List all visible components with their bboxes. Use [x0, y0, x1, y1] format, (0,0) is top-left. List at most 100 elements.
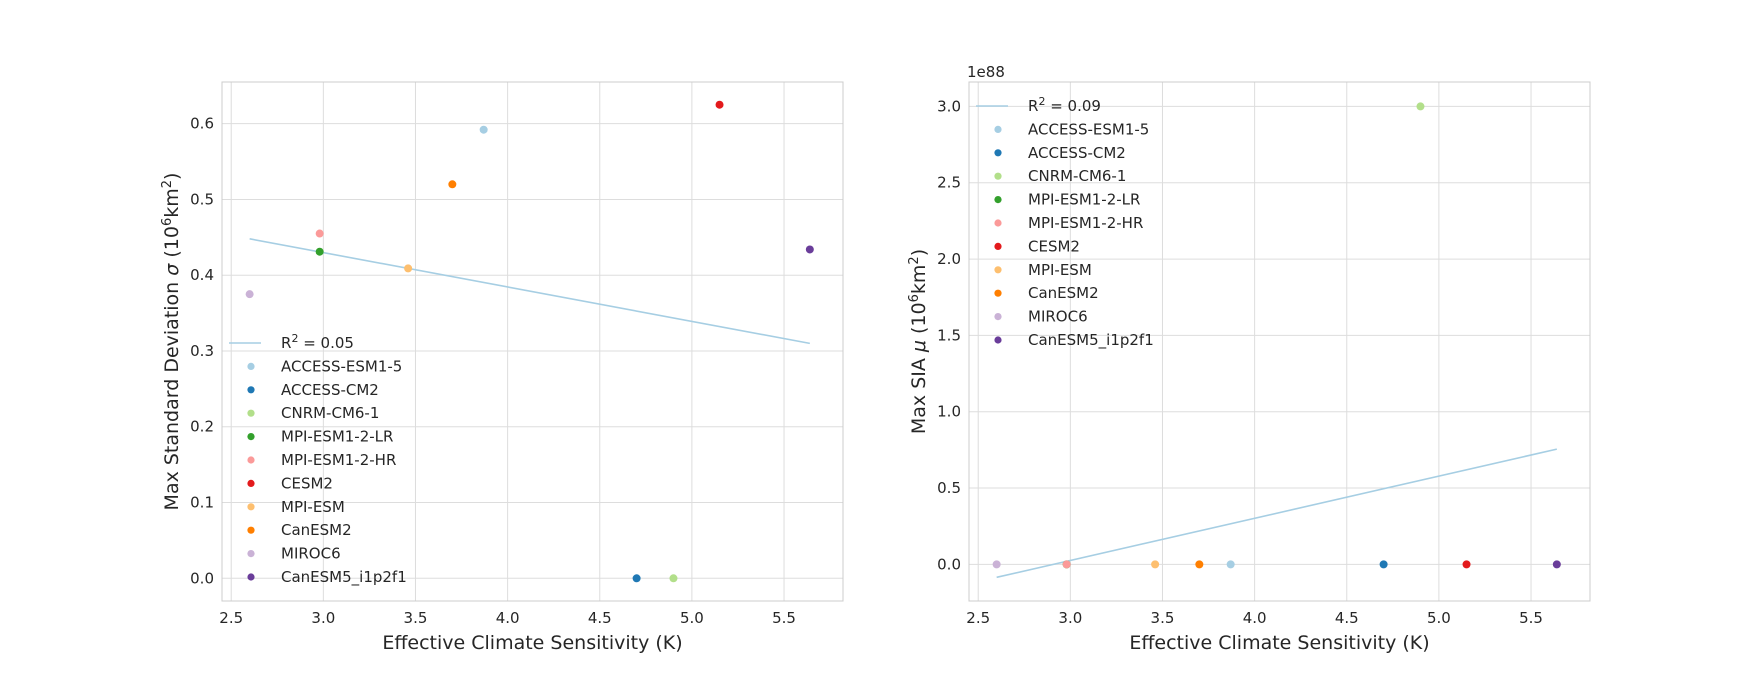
chart-panel-2: 2.5 3.0 3.5 4.0 4.5 5.0 5.5 0.0 0.5 1.0 1.5 2.0 2.5 3…	[907, 63, 1591, 654]
y-axis-label-unit: )	[161, 173, 183, 180]
data-point-canesm5-i1p2f1	[1552, 560, 1561, 569]
legend-fit-label-text: = 0.05	[298, 334, 354, 352]
x-tick-label: 5.5	[772, 609, 796, 627]
y-offset-text: 1e88	[967, 63, 1005, 81]
legend-label: CanESM5_i1p2f1	[1028, 331, 1154, 350]
legend-label: CNRM-CM6-1	[281, 404, 379, 422]
data-point-miroc6	[245, 290, 254, 299]
legend-marker	[994, 313, 1002, 321]
data-point-mpi-esm1-2-lr	[315, 247, 324, 256]
y-tick-label: 0.1	[190, 494, 214, 512]
x-tick-label: 2.5	[966, 609, 990, 627]
legend-marker	[994, 172, 1002, 180]
legend-marker	[994, 149, 1002, 157]
data-point-access-esm1-5	[479, 125, 488, 134]
legend-fit-label-exponent: 2	[291, 332, 298, 345]
y-axis-label-unit: (10	[161, 226, 183, 264]
plot-frame	[968, 81, 1591, 602]
legend-label: MPI-ESM	[1028, 261, 1092, 279]
y-axis-label-text: Max Standard Deviation	[161, 276, 183, 511]
legend-marker	[994, 242, 1002, 250]
x-tick-label: 4.0	[496, 609, 520, 627]
legend-fit-label: R2 = 0.09	[1028, 95, 1101, 115]
plot-area	[969, 82, 1590, 601]
data-point-canesm2	[1195, 560, 1204, 569]
data-point-mpi-esm1-2-hr	[1062, 560, 1071, 569]
data-point-mpi-esm1-2-hr	[315, 229, 324, 238]
legend-fit-label-text: R	[281, 334, 291, 352]
legend-label: MPI-ESM1-2-HR	[1028, 214, 1143, 232]
y-tick-label: 1.0	[937, 403, 961, 421]
x-axis-label: Effective Climate Sensitivity (K)	[1129, 632, 1429, 654]
x-tick-label: 3.0	[311, 609, 335, 627]
legend-marker	[994, 125, 1002, 133]
y-tick-label: 0.6	[190, 115, 214, 133]
data-point-access-cm2	[1379, 560, 1388, 569]
legend-marker	[247, 479, 255, 487]
data-point-mpi-esm	[1151, 560, 1160, 569]
y-tick-label: 1.5	[937, 326, 961, 344]
legend-label: CNRM-CM6-1	[1028, 167, 1126, 185]
x-tick-label: 4.5	[588, 609, 612, 627]
x-tick-label: 2.5	[219, 609, 243, 627]
legend-fit-label-text: = 0.09	[1045, 97, 1101, 115]
legend-label: MPI-ESM1-2-LR	[1028, 191, 1140, 209]
y-axis-label-exponent: 2	[160, 180, 175, 188]
legend-label: ACCESS-ESM1-5	[1028, 120, 1149, 138]
legend-label: MPI-ESM1-2-LR	[281, 428, 393, 446]
y-tick-label: 2.0	[937, 250, 961, 268]
legend-marker	[247, 456, 255, 464]
legend-marker	[247, 526, 255, 534]
y-tick-label: 0.5	[937, 479, 961, 497]
legend-fit-label: R2 = 0.05	[281, 332, 354, 352]
legend-marker	[994, 219, 1002, 227]
x-tick-label: 3.5	[1151, 609, 1175, 627]
y-axis-label-exponent: 6	[907, 294, 922, 302]
x-tick-label: 5.0	[680, 609, 704, 627]
x-tick-label: 4.0	[1243, 609, 1267, 627]
legend-label: CanESM2	[1028, 284, 1099, 302]
y-axis-label: Max SIA μ (106km2)	[907, 249, 930, 434]
data-point-cnrm-cm6-1	[1416, 102, 1425, 111]
y-tick-label: 0.0	[937, 555, 961, 573]
regression-line	[249, 238, 810, 345]
data-point-canesm2	[448, 180, 457, 189]
legend-label: MPI-ESM	[281, 498, 345, 516]
legend-marker	[994, 266, 1002, 274]
x-tick-label: 3.5	[404, 609, 428, 627]
legend-label: MIROC6	[281, 545, 341, 563]
legend-marker	[994, 289, 1002, 297]
plot-area	[222, 82, 843, 601]
legend-label: CESM2	[1028, 237, 1080, 255]
legend-label: MPI-ESM1-2-HR	[281, 451, 396, 469]
data-point-access-cm2	[632, 574, 641, 583]
y-tick-label: 0.2	[190, 418, 214, 436]
y-tick-label: 0.5	[190, 190, 214, 208]
data-point-access-esm1-5	[1226, 560, 1235, 569]
x-axis-label: Effective Climate Sensitivity (K)	[382, 632, 682, 654]
y-tick-label: 0.4	[190, 266, 214, 284]
y-axis-label-unit: )	[908, 249, 930, 256]
legend-label: ACCESS-CM2	[1028, 144, 1126, 162]
legend-fit-label-exponent: 2	[1038, 95, 1045, 108]
y-axis-label-symbol: μ	[908, 340, 930, 353]
legend-label: CanESM5_i1p2f1	[281, 568, 407, 587]
data-point-canesm5-i1p2f1	[805, 245, 814, 254]
legend-label: CanESM2	[281, 521, 352, 539]
legend-marker	[994, 336, 1002, 344]
x-tick-label: 5.0	[1427, 609, 1451, 627]
legend: R2 = 0.05 ACCESS-ESM1-5 ACCESS-CM2 CNRM-CM6…	[229, 332, 407, 587]
y-tick-label: 2.5	[937, 174, 961, 192]
legend: R2 = 0.09 ACCESS-ESM1-5 ACCESS-CM2 CNRM-CM6…	[976, 95, 1154, 350]
legend-marker	[994, 196, 1002, 204]
y-axis-label-unit: km	[908, 265, 930, 295]
y-tick-label: 3.0	[937, 97, 961, 115]
y-axis-label-exponent: 6	[160, 218, 175, 226]
y-axis-label-unit: (10	[908, 302, 930, 340]
legend-marker	[247, 433, 255, 441]
data-point-cesm2	[715, 100, 724, 109]
chart-panel-1: 2.5 3.0 3.5 4.0 4.5 5.0 5.5 0.0 0.1 0.2 0.3 0.4 0.5 0…	[160, 81, 844, 654]
legend-label: ACCESS-ESM1-5	[281, 357, 402, 375]
legend-fit-label-text: R	[1028, 97, 1038, 115]
